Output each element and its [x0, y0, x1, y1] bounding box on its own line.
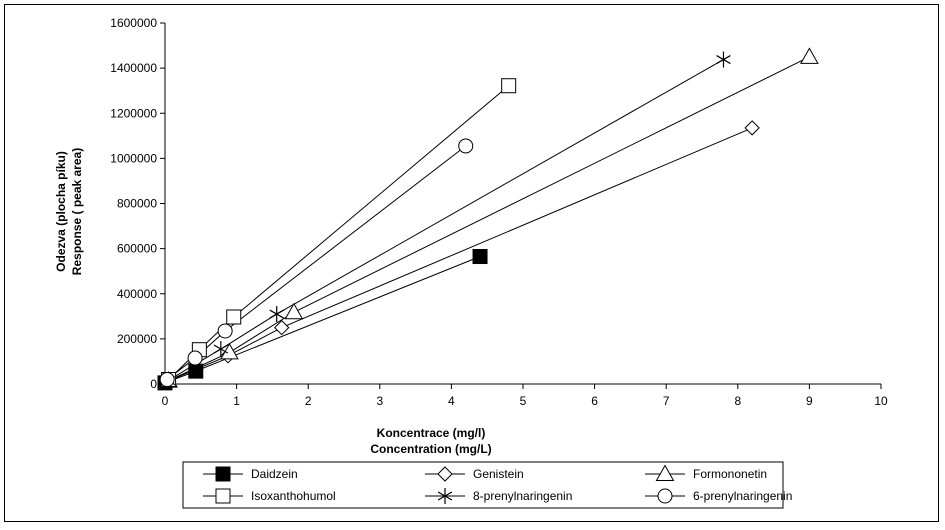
data-point-2 [284, 302, 304, 320]
legend-marker [657, 488, 673, 504]
x-tick-label: 7 [663, 394, 670, 408]
series-line-5 [166, 145, 467, 380]
data-point-4 [716, 51, 731, 68]
x-tick-label: 0 [162, 394, 169, 408]
legend-label: Formononetin [693, 467, 767, 481]
data-point-3 [226, 309, 242, 325]
x-tick-label: 2 [305, 394, 312, 408]
legend-marker [655, 464, 675, 481]
x-tick-label: 1 [233, 394, 240, 408]
legend-label: Isoxanthohumol [251, 489, 336, 503]
series-line-2 [168, 56, 810, 382]
legend-box [182, 461, 784, 509]
data-point-0 [188, 363, 204, 379]
series-line-0 [164, 256, 481, 384]
data-point-5 [159, 371, 175, 387]
data-point-3 [501, 78, 517, 94]
series-line-3 [168, 85, 510, 380]
data-point-2 [800, 47, 819, 64]
legend-marker [215, 488, 231, 504]
y-axis-title-line-1: Odezva (plocha píku) [54, 151, 68, 272]
y-axis-title-line-2: Response ( peak area) [70, 148, 84, 275]
y-tick-label: 800000 [117, 197, 157, 211]
line-chart: 0 200000 400000 600000 800000 1000000 1200000 1… [54, 16, 888, 509]
x-axis-title-line-2: Concentration (mg/L) [370, 442, 491, 456]
y-tick-label: 1200000 [110, 106, 157, 120]
data-point-5 [217, 323, 233, 339]
legend-label: Genistein [473, 467, 524, 481]
data-point-4 [213, 341, 229, 358]
series-markers [157, 47, 819, 391]
legend-marker [215, 466, 231, 482]
star-stroke [269, 309, 284, 319]
star-stroke [716, 55, 731, 65]
data-point-5 [458, 138, 474, 154]
legend-label: Daidzein [251, 467, 298, 481]
y-tick-label: 400000 [117, 287, 157, 301]
legend-label: 8-prenylnaringenin [473, 489, 572, 503]
star-stroke [213, 344, 229, 354]
x-tick-label: 10 [874, 394, 888, 408]
legend: Daidzein Genistein Formononetin Isoxanthohu… [182, 461, 792, 509]
series-lines [164, 56, 810, 384]
data-point-0 [472, 249, 488, 265]
chart-frame: 0 200000 400000 600000 800000 1000000 1200000 1… [4, 4, 939, 522]
x-axis-title-line-1: Koncentrace (mg/l) [377, 426, 486, 440]
series-line-1 [166, 127, 753, 383]
data-point-4 [269, 306, 284, 323]
x-tick-label: 3 [376, 394, 383, 408]
legend-marker [437, 488, 453, 504]
x-tick-label: 9 [806, 394, 813, 408]
x-tick-label: 8 [734, 394, 741, 408]
y-tick-label: 1000000 [110, 151, 157, 165]
x-tick-label: 5 [520, 394, 527, 408]
y-tick-label: 1600000 [110, 16, 157, 30]
legend-marker [437, 466, 453, 482]
y-tick-label: 200000 [117, 332, 157, 346]
data-point-1 [274, 319, 290, 336]
series-line-4 [167, 59, 724, 382]
star-stroke [437, 491, 453, 501]
x-tick-label: 6 [591, 394, 598, 408]
y-tick-label: 0 [150, 377, 157, 391]
y-tick-label: 600000 [117, 242, 157, 256]
legend-label: 6-prenylnaringenin [693, 489, 792, 503]
axes: 0 200000 400000 600000 800000 1000000 1200000 1… [110, 16, 888, 408]
data-point-5 [187, 350, 203, 366]
axis-titles: Koncentrace (mg/l) Concentration (mg/L) … [54, 148, 492, 456]
y-tick-label: 1400000 [110, 61, 157, 75]
data-point-1 [744, 120, 760, 136]
x-tick-label: 4 [448, 394, 455, 408]
